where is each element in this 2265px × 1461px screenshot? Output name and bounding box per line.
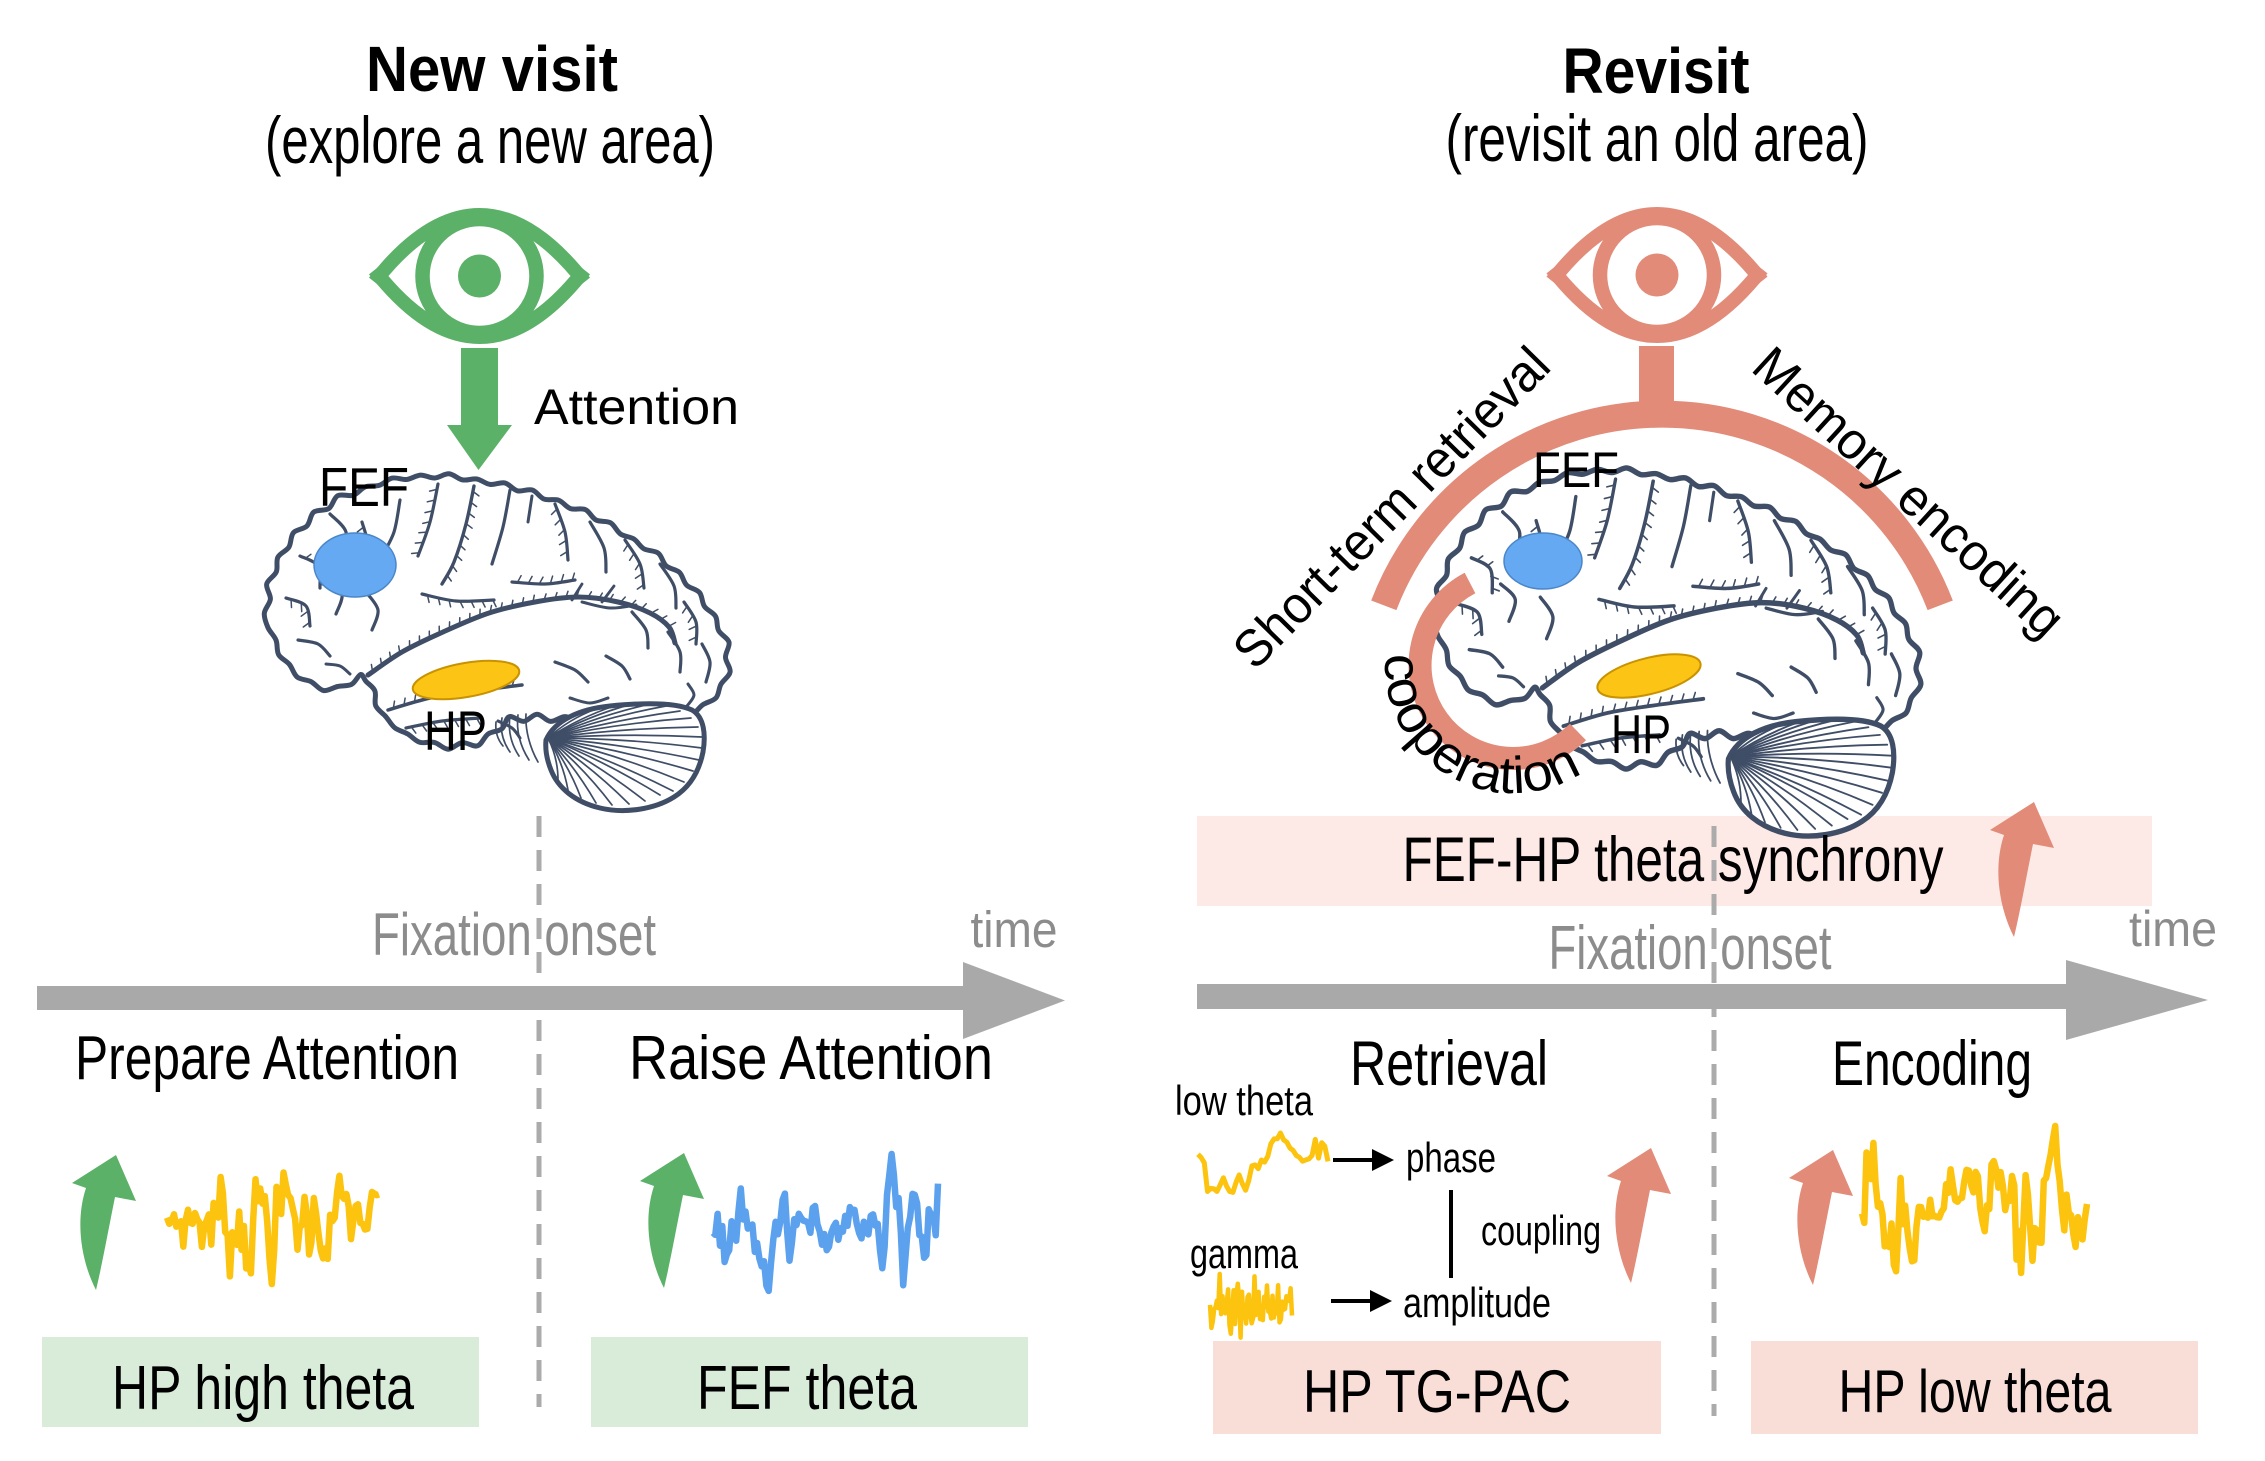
svg-text:Encoding: Encoding xyxy=(1832,1029,2032,1099)
svg-text:(revisit an old area): (revisit an old area) xyxy=(1446,101,1869,175)
svg-text:FEF theta: FEF theta xyxy=(697,1354,917,1423)
svg-text:HP high theta: HP high theta xyxy=(112,1354,414,1423)
svg-text:New visit: New visit xyxy=(366,33,618,105)
svg-text:amplitude: amplitude xyxy=(1403,1279,1551,1326)
svg-text:low theta: low theta xyxy=(1175,1077,1314,1124)
svg-text:phase: phase xyxy=(1406,1134,1496,1181)
svg-text:HP: HP xyxy=(1611,703,1671,765)
svg-text:gamma: gamma xyxy=(1190,1230,1298,1277)
svg-text:time: time xyxy=(2129,901,2217,957)
svg-text:Prepare Attention: Prepare Attention xyxy=(75,1024,459,1093)
svg-text:HP: HP xyxy=(424,699,487,762)
svg-text:Attention: Attention xyxy=(534,379,739,435)
svg-text:Retrieval: Retrieval xyxy=(1350,1029,1548,1099)
svg-text:HP TG-PAC: HP TG-PAC xyxy=(1303,1358,1571,1425)
svg-text:Raise Attention: Raise Attention xyxy=(629,1024,993,1093)
svg-text:HP low theta: HP low theta xyxy=(1839,1358,2112,1425)
svg-text:FEF-HP theta synchrony: FEF-HP theta synchrony xyxy=(1403,825,1944,895)
svg-text:Revisit: Revisit xyxy=(1563,35,1750,107)
svg-text:Fixation onset: Fixation onset xyxy=(372,901,656,968)
svg-text:(explore a new area): (explore a new area) xyxy=(265,103,715,177)
svg-text:time: time xyxy=(971,901,1058,958)
svg-text:FEF: FEF xyxy=(1533,442,1619,498)
svg-text:Fixation onset: Fixation onset xyxy=(1549,914,1832,983)
svg-text:FEF: FEF xyxy=(319,456,409,518)
svg-text:coupling: coupling xyxy=(1481,1207,1601,1254)
